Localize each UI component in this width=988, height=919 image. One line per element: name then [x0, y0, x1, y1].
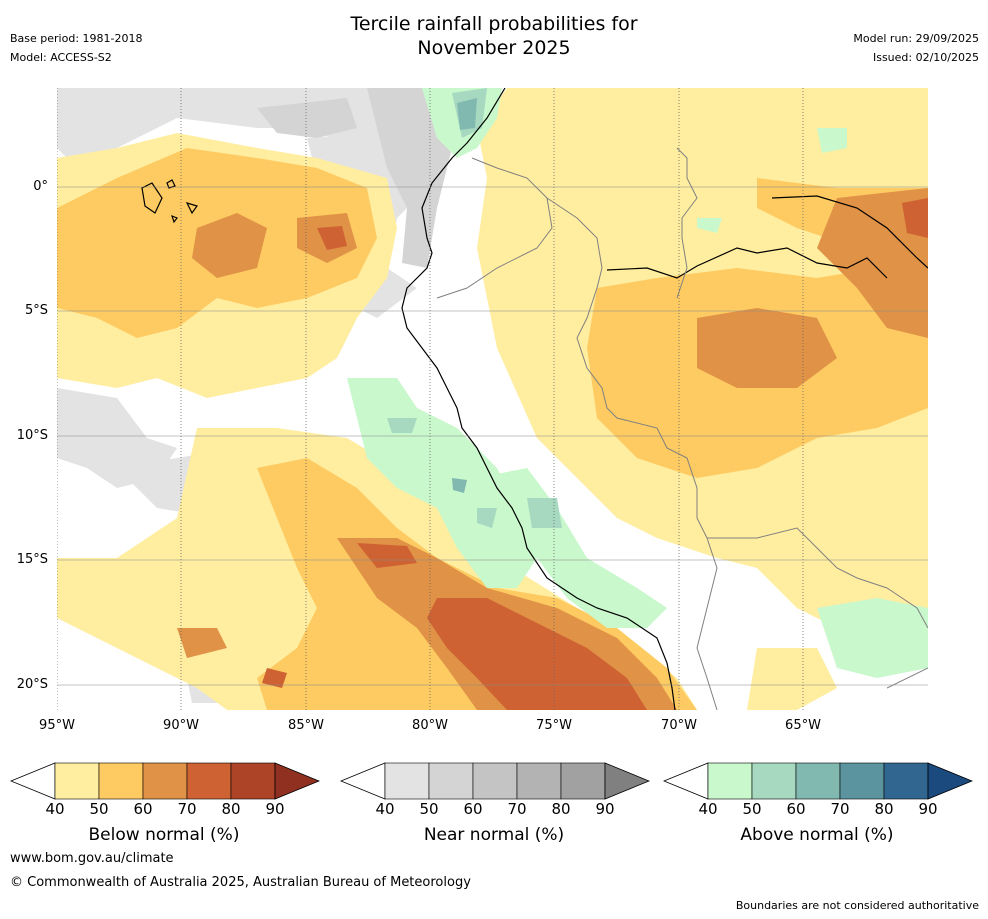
legend-swatch: [560, 762, 606, 800]
base-period: Base period: 1981-2018: [10, 32, 143, 45]
country-borders: [436, 147, 928, 710]
legend-swatch: [751, 762, 797, 800]
legend-tick: 90: [265, 800, 285, 818]
title-line-2: November 2025: [417, 37, 571, 59]
chart-title: Tercile rainfall probabilities for Novem…: [0, 12, 988, 60]
lat-label-5s: 5°S: [24, 303, 48, 318]
legend-label: Near normal (%): [423, 825, 565, 845]
legend-swatch: [883, 762, 929, 800]
legend-swatch: [98, 762, 144, 800]
lat-label-10s: 10°S: [16, 428, 48, 443]
below-normal-70: [262, 198, 928, 710]
legend-swatch: [186, 762, 232, 800]
legend-high-extend: [604, 762, 650, 800]
legend-tick: 90: [595, 800, 615, 818]
legend-tick: 40: [698, 800, 718, 818]
legend-tick: 60: [133, 800, 153, 818]
legend-swatch: [230, 762, 276, 800]
legend-tick: 60: [463, 800, 483, 818]
legend-swatch: [54, 762, 100, 800]
coastline: [401, 88, 928, 710]
rainfall-map: [57, 88, 928, 710]
legend-swatch: [428, 762, 474, 800]
legend-bar-0: [10, 762, 320, 800]
lat-label-0: 0°: [33, 179, 48, 194]
model-run: Model run: 29/09/2025: [853, 32, 979, 45]
lat-gridlines: [57, 186, 928, 686]
footer-disclaimer: Boundaries are not considered authoritat…: [735, 899, 979, 912]
legend-tick: 70: [177, 800, 197, 818]
lon-label-70w: 70°W: [661, 718, 697, 733]
above-normal-60: [452, 98, 477, 493]
legend-label: Below normal (%): [88, 825, 240, 845]
near-normal-50-areas: [257, 88, 457, 268]
legend-swatch: [516, 762, 562, 800]
lat-label-15s: 15°S: [16, 552, 48, 567]
legend-tick: 40: [45, 800, 65, 818]
issued-date: Issued: 02/10/2025: [872, 51, 979, 64]
footer-url: www.bom.gov.au/climate: [10, 851, 174, 866]
legend-tick: 90: [918, 800, 938, 818]
legend-tick: 70: [507, 800, 527, 818]
legend-high-extend: [274, 762, 320, 800]
legend-tick: 80: [874, 800, 894, 818]
title-line-1: Tercile rainfall probabilities for: [350, 13, 638, 35]
legend-label: Above normal (%): [740, 825, 894, 845]
lon-label-65w: 65°W: [785, 718, 821, 733]
legend-low-extend: [663, 762, 709, 800]
legend-tick: 40: [375, 800, 395, 818]
legend-bar-2: [663, 762, 973, 800]
legend-low-extend: [10, 762, 56, 800]
legend-tick: 80: [221, 800, 241, 818]
legend-swatch: [384, 762, 430, 800]
legend-swatch: [142, 762, 188, 800]
model-name: Model: ACCESS-S2: [10, 51, 112, 64]
legend-tick: 50: [742, 800, 762, 818]
legend-tick: 80: [551, 800, 571, 818]
legend-tick: 50: [89, 800, 109, 818]
lon-label-90w: 90°W: [163, 718, 199, 733]
legend-swatch: [707, 762, 753, 800]
legend-high-extend: [927, 762, 973, 800]
footer-copyright: © Commonwealth of Australia 2025, Austra…: [10, 875, 471, 890]
legend-swatch: [795, 762, 841, 800]
legend-tick: 60: [786, 800, 806, 818]
legend-swatch: [839, 762, 885, 800]
lon-label-95w: 95°W: [39, 718, 75, 733]
legend-swatch: [472, 762, 518, 800]
lon-label-80w: 80°W: [412, 718, 448, 733]
lat-label-20s: 20°S: [16, 677, 48, 692]
legend-tick: 50: [419, 800, 439, 818]
lon-label-85w: 85°W: [288, 718, 324, 733]
legend-tick: 70: [830, 800, 850, 818]
galapagos-islands: [141, 179, 198, 224]
lon-label-75w: 75°W: [536, 718, 572, 733]
legend-bar-1: [340, 762, 650, 800]
map-svg: [57, 88, 928, 710]
legend-low-extend: [340, 762, 386, 800]
